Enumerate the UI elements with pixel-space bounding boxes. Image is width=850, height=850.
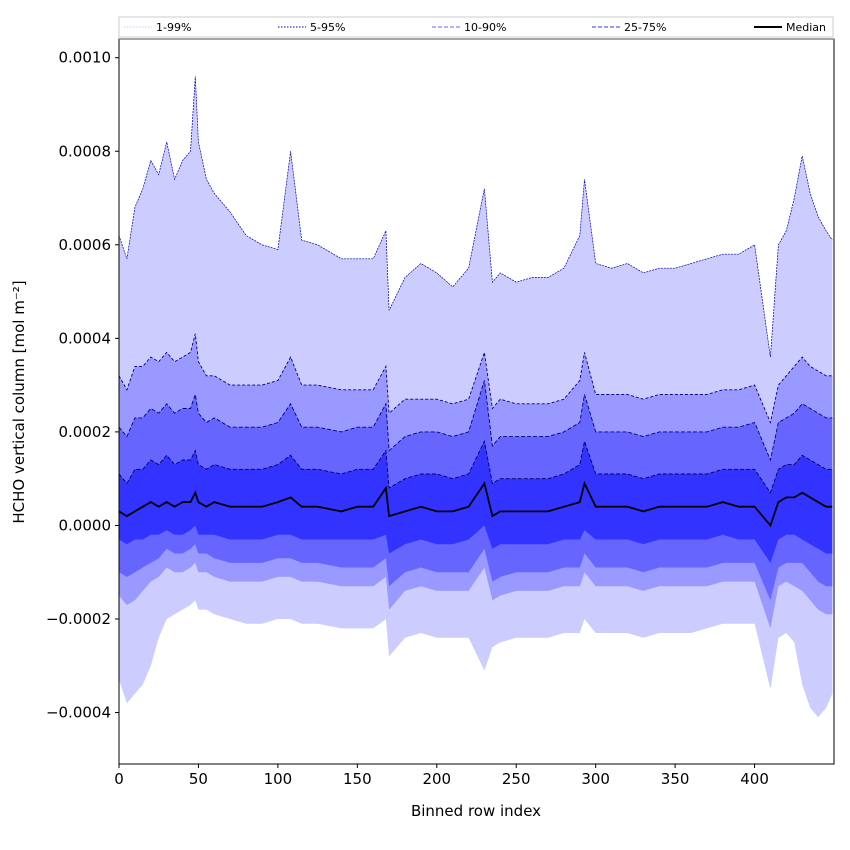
line-p90 xyxy=(118,380,833,462)
x-tick-label: 250 xyxy=(502,770,531,788)
legend-label: 10-90% xyxy=(464,21,506,34)
x-tick-label: 150 xyxy=(343,770,372,788)
x-tick-label: 400 xyxy=(740,770,769,788)
y-tick-label: −0.0002 xyxy=(46,610,111,628)
x-axis-label: Binned row index xyxy=(411,802,541,820)
line-p95 xyxy=(118,333,833,424)
x-tick-label: 350 xyxy=(661,770,690,788)
y-tick-label: 0.0002 xyxy=(59,423,112,441)
x-tick-label: 100 xyxy=(264,770,293,788)
x-tick-label: 50 xyxy=(189,770,208,788)
x-tick-label: 300 xyxy=(581,770,610,788)
y-tick-label: −0.0004 xyxy=(46,704,111,722)
y-axis-label: HCHO vertical column [mol m⁻²] xyxy=(10,280,28,523)
legend-label: Median xyxy=(786,21,826,34)
y-tick-label: 0.0000 xyxy=(59,516,112,534)
y-tick-label: 0.0008 xyxy=(59,142,112,160)
y-tick-label: 0.0010 xyxy=(59,49,112,67)
x-tick-label: 0 xyxy=(114,770,124,788)
line-p99 xyxy=(118,76,833,358)
legend-label: 5-95% xyxy=(310,21,345,34)
legend-label: 25-75% xyxy=(624,21,666,34)
legend-label: 1-99% xyxy=(156,21,191,34)
y-tick-label: 0.0006 xyxy=(59,236,112,254)
percentile-lines xyxy=(118,76,833,528)
x-axis-ticks: 0 50 100 150 200 250 300 350 400 xyxy=(114,764,769,788)
percentile-bands xyxy=(119,76,833,718)
legend-box xyxy=(118,16,834,38)
x-tick-label: 200 xyxy=(422,770,451,788)
y-axis-ticks: −0.0004 −0.0002 0.0000 0.0002 0.0004 0.0006 0.… xyxy=(46,49,119,722)
line-p75 xyxy=(118,439,833,494)
legend: 1-99% 5-95% 10-90% 25-75% Median xyxy=(118,16,834,40)
y-tick-label: 0.0004 xyxy=(59,329,112,347)
median-line xyxy=(118,480,833,528)
band-25-75 xyxy=(119,441,833,563)
